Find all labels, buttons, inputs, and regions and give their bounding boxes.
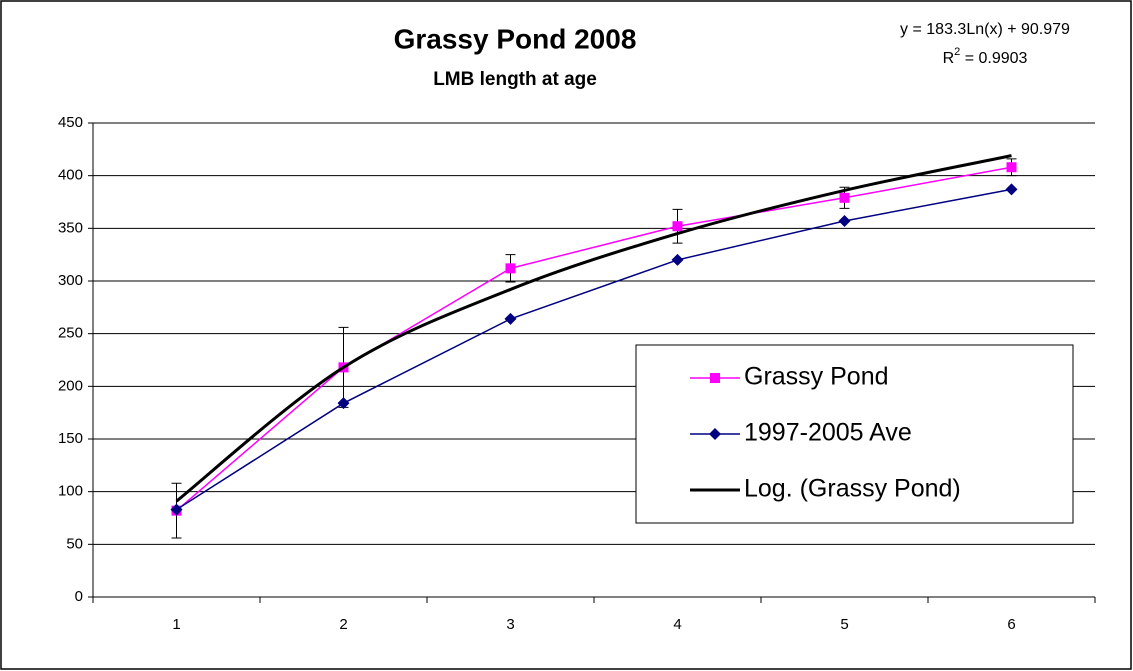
legend-label: 1997-2005 Ave (744, 419, 912, 447)
marker (170, 503, 183, 516)
y-tick-label: 350 (58, 219, 83, 236)
legend-label: Grassy Pond (744, 363, 889, 391)
marker (671, 253, 684, 266)
y-tick-label: 400 (58, 167, 83, 184)
marker (838, 214, 851, 227)
r-squared-rest: = 0.9903 (960, 50, 1027, 67)
chart-title: Grassy Pond 2008 (394, 23, 637, 54)
y-tick-label: 0 (75, 588, 83, 605)
marker (505, 263, 516, 274)
x-tick-label: 6 (1007, 616, 1015, 633)
trend-equation: y = 183.3Ln(x) + 90.979 (900, 21, 1070, 38)
series-line (176, 188, 1012, 511)
y-tick-label: 150 (58, 430, 83, 447)
marker (1006, 162, 1017, 173)
series-line (176, 166, 1012, 512)
x-tick-label: 4 (673, 616, 681, 633)
y-tick-label: 300 (58, 272, 83, 289)
legend-label: Log. (Grassy Pond) (744, 475, 961, 503)
x-tick-label: 5 (840, 616, 848, 633)
y-tick-label: 50 (66, 535, 83, 552)
x-tick-label: 2 (339, 616, 347, 633)
marker (672, 221, 683, 232)
marker (709, 428, 721, 440)
chart-subtitle: LMB length at age (433, 69, 597, 90)
trend-line (175, 154, 1012, 503)
y-tick-label: 450 (58, 114, 83, 131)
marker (337, 397, 350, 410)
marker (839, 192, 850, 203)
marker (710, 373, 720, 383)
marker (504, 312, 517, 325)
r-squared-base: R (943, 50, 955, 67)
x-tick-label: 1 (172, 616, 180, 633)
marker (1005, 183, 1018, 196)
y-tick-label: 250 (58, 325, 83, 342)
y-tick-label: 100 (58, 483, 83, 500)
r-squared-sup: 2 (954, 46, 960, 58)
r-squared: R2 = 0.9903 (943, 46, 1028, 67)
y-tick-label: 200 (58, 377, 83, 394)
x-tick-label: 3 (506, 616, 514, 633)
